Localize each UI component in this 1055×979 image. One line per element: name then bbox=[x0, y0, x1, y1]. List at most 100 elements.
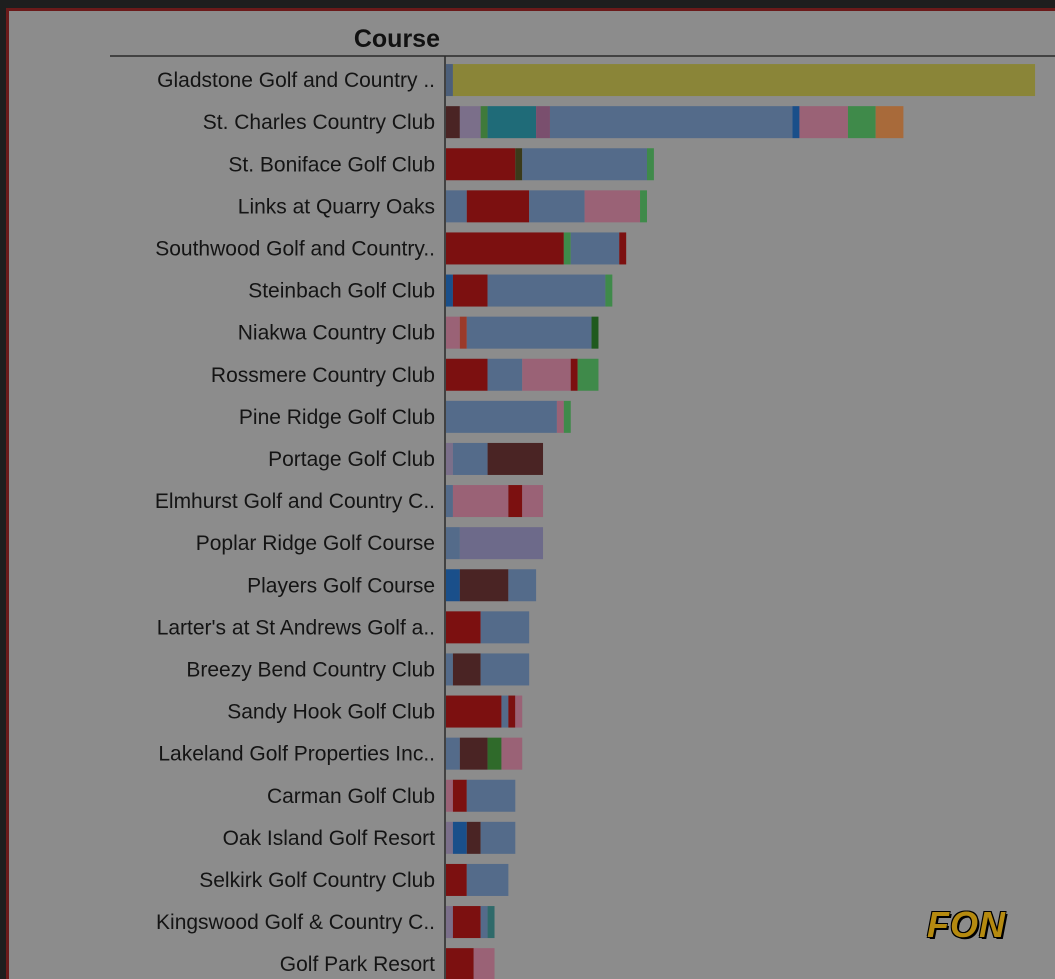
bar-segment[interactable] bbox=[522, 485, 544, 518]
bar-segment[interactable] bbox=[446, 695, 502, 728]
bar-segment[interactable] bbox=[446, 148, 516, 181]
bar-row[interactable] bbox=[446, 527, 544, 560]
bar-segment[interactable] bbox=[473, 948, 495, 979]
bar-segment[interactable] bbox=[591, 316, 599, 349]
bar-segment[interactable] bbox=[466, 863, 509, 896]
bar-segment[interactable] bbox=[452, 906, 481, 939]
bar-segment[interactable] bbox=[640, 190, 647, 223]
bar-segment[interactable] bbox=[466, 190, 530, 223]
bar-segment[interactable] bbox=[549, 106, 793, 139]
bar-segment[interactable] bbox=[446, 737, 460, 770]
bar-row[interactable] bbox=[446, 737, 523, 770]
bar-segment[interactable] bbox=[501, 737, 523, 770]
bar-segment[interactable] bbox=[556, 400, 564, 433]
bar-segment[interactable] bbox=[446, 948, 474, 979]
bar-segment[interactable] bbox=[487, 906, 495, 939]
bar-row[interactable] bbox=[446, 316, 599, 349]
bar-row[interactable] bbox=[446, 400, 571, 433]
bar-segment[interactable] bbox=[446, 106, 460, 139]
bar-segment[interactable] bbox=[487, 274, 606, 307]
bar-segment[interactable] bbox=[584, 190, 641, 223]
bar-row[interactable] bbox=[446, 569, 537, 602]
bar-segment[interactable] bbox=[446, 358, 488, 391]
bar-segment[interactable] bbox=[515, 695, 523, 728]
bar-segment[interactable] bbox=[570, 358, 578, 391]
bar-segment[interactable] bbox=[792, 106, 800, 139]
bar-segment[interactable] bbox=[619, 232, 627, 265]
bar-row[interactable] bbox=[446, 64, 1036, 97]
bar-segment[interactable] bbox=[452, 274, 488, 307]
bar-segment[interactable] bbox=[536, 106, 550, 139]
bar-segment[interactable] bbox=[446, 527, 460, 560]
bar-segment[interactable] bbox=[487, 737, 502, 770]
bar-segment[interactable] bbox=[875, 106, 904, 139]
bar-segment[interactable] bbox=[570, 232, 620, 265]
bar-segment[interactable] bbox=[459, 527, 544, 560]
bar-segment[interactable] bbox=[446, 821, 453, 854]
bar-segment[interactable] bbox=[508, 569, 537, 602]
bar-segment[interactable] bbox=[466, 821, 481, 854]
bar-row[interactable] bbox=[446, 148, 654, 181]
bar-segment[interactable] bbox=[487, 106, 537, 139]
bar-segment[interactable] bbox=[446, 569, 460, 602]
bar-segment[interactable] bbox=[847, 106, 876, 139]
bar-row[interactable] bbox=[446, 106, 904, 139]
bar-segment[interactable] bbox=[446, 190, 467, 223]
bar-row[interactable] bbox=[446, 695, 523, 728]
bar-segment[interactable] bbox=[446, 64, 453, 97]
bar-segment[interactable] bbox=[446, 653, 453, 686]
bar-segment[interactable] bbox=[459, 316, 467, 349]
bar-segment[interactable] bbox=[459, 106, 481, 139]
bar-segment[interactable] bbox=[522, 148, 647, 181]
bar-segment[interactable] bbox=[452, 442, 488, 475]
bar-row[interactable] bbox=[446, 485, 544, 518]
bar-row[interactable] bbox=[446, 863, 509, 896]
bar-segment[interactable] bbox=[452, 821, 467, 854]
bar-segment[interactable] bbox=[799, 106, 848, 139]
bar-segment[interactable] bbox=[605, 274, 613, 307]
bar-segment[interactable] bbox=[577, 358, 599, 391]
bar-segment[interactable] bbox=[480, 906, 488, 939]
bar-segment[interactable] bbox=[646, 148, 654, 181]
bar-row[interactable] bbox=[446, 779, 516, 812]
bar-row[interactable] bbox=[446, 442, 544, 475]
bar-segment[interactable] bbox=[501, 695, 509, 728]
bar-segment[interactable] bbox=[529, 190, 585, 223]
bar-segment[interactable] bbox=[452, 485, 509, 518]
bar-segment[interactable] bbox=[508, 695, 516, 728]
bar-segment[interactable] bbox=[480, 653, 530, 686]
bar-row[interactable] bbox=[446, 653, 530, 686]
bar-segment[interactable] bbox=[487, 442, 544, 475]
bar-segment[interactable] bbox=[466, 316, 592, 349]
bar-segment[interactable] bbox=[563, 400, 571, 433]
bar-segment[interactable] bbox=[459, 737, 488, 770]
bar-segment[interactable] bbox=[480, 821, 516, 854]
bar-segment[interactable] bbox=[515, 148, 523, 181]
bar-segment[interactable] bbox=[446, 863, 467, 896]
bar-row[interactable] bbox=[446, 232, 627, 265]
bar-row[interactable] bbox=[446, 358, 599, 391]
bar-segment[interactable] bbox=[508, 485, 523, 518]
bar-segment[interactable] bbox=[480, 106, 488, 139]
bar-segment[interactable] bbox=[452, 779, 467, 812]
bar-segment[interactable] bbox=[446, 232, 564, 265]
bar-segment[interactable] bbox=[563, 232, 571, 265]
bar-segment[interactable] bbox=[522, 358, 571, 391]
bar-segment[interactable] bbox=[446, 779, 453, 812]
bar-segment[interactable] bbox=[446, 611, 481, 644]
bar-segment[interactable] bbox=[446, 274, 453, 307]
bar-segment[interactable] bbox=[446, 906, 453, 939]
bar-row[interactable] bbox=[446, 948, 495, 979]
bar-row[interactable] bbox=[446, 190, 647, 223]
bar-segment[interactable] bbox=[446, 485, 453, 518]
bar-row[interactable] bbox=[446, 611, 530, 644]
bar-row[interactable] bbox=[446, 906, 495, 939]
bar-row[interactable] bbox=[446, 274, 613, 307]
bar-segment[interactable] bbox=[480, 611, 530, 644]
bar-segment[interactable] bbox=[452, 64, 1036, 97]
bar-segment[interactable] bbox=[446, 316, 460, 349]
bar-segment[interactable] bbox=[459, 569, 509, 602]
bar-row[interactable] bbox=[446, 821, 516, 854]
bar-segment[interactable] bbox=[452, 653, 481, 686]
bar-segment[interactable] bbox=[446, 400, 557, 433]
